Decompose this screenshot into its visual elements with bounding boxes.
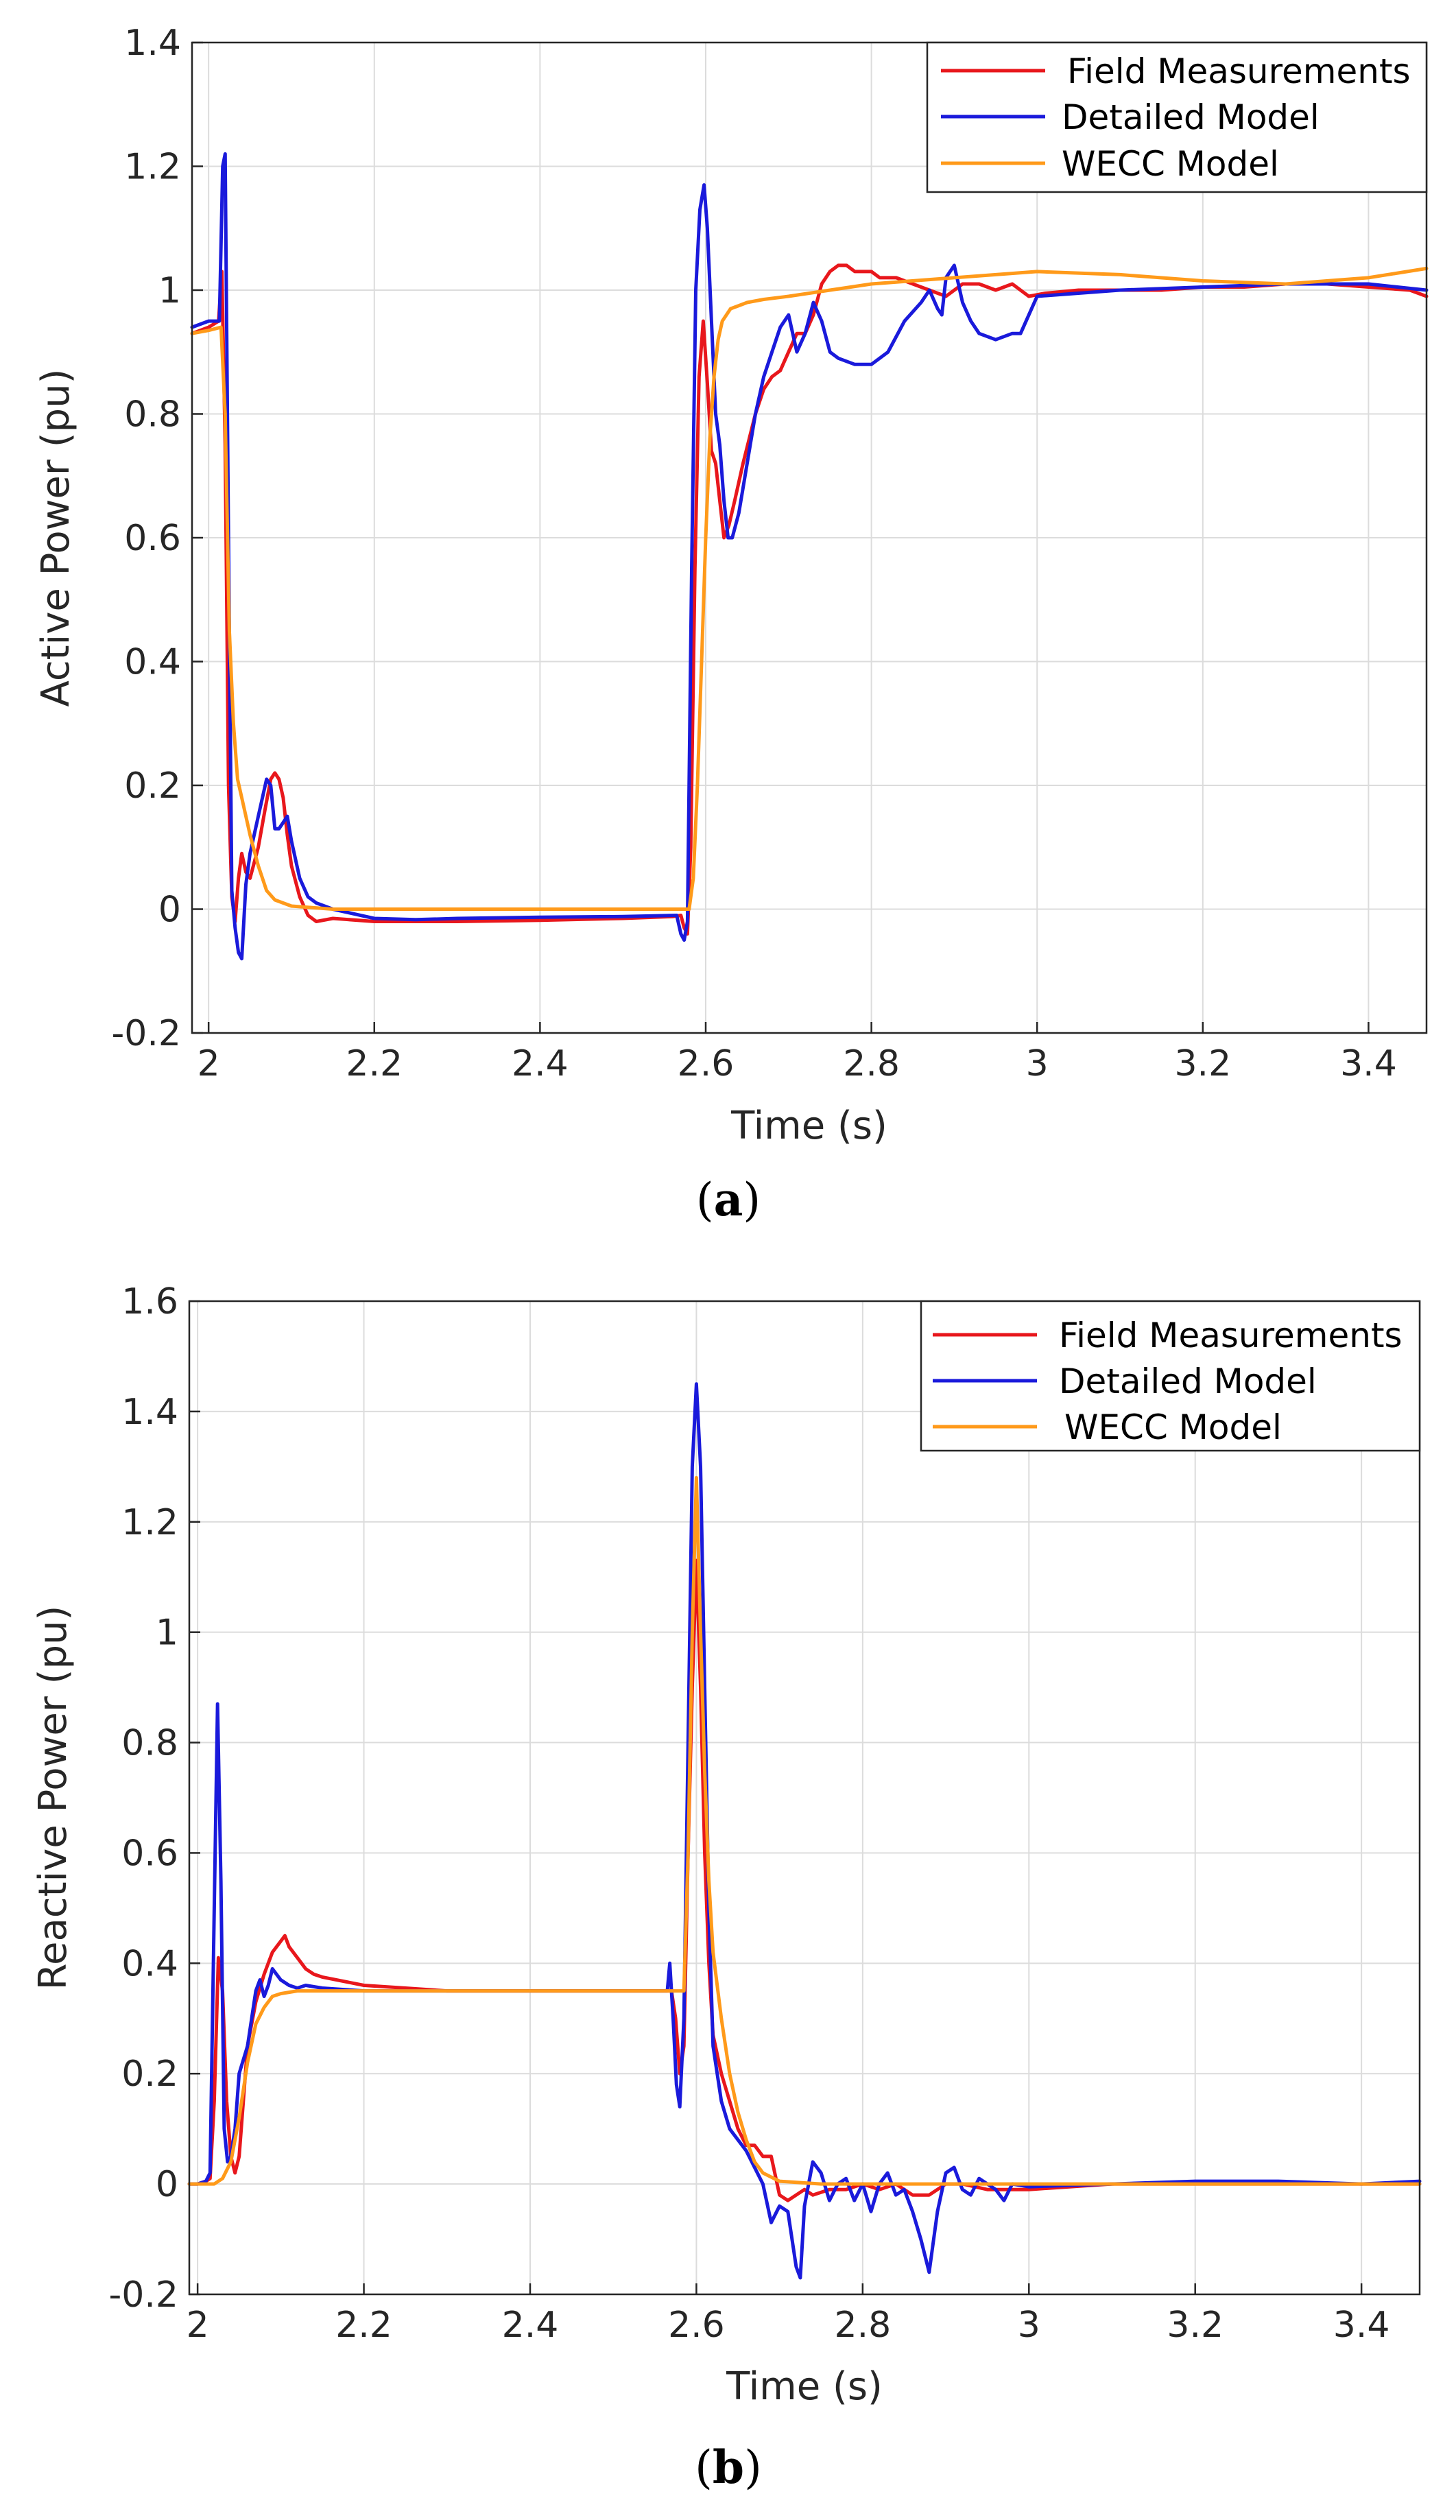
y-tick-label: 0.4	[124, 642, 181, 683]
y-tick-label: 1.2	[121, 1502, 178, 1543]
x-tick-label: 2.6	[668, 2305, 725, 2346]
legend-label-detailed: Detailed Model	[1062, 97, 1320, 137]
y-tick-label: 0.6	[121, 1833, 178, 1874]
y-tick-label: 0.4	[121, 1943, 178, 1984]
caption-close-paren: )	[743, 1174, 761, 1226]
y-tick-label: 0.2	[124, 765, 181, 807]
x-tick-label: 3.2	[1167, 2305, 1224, 2346]
x-tick-label: 2	[198, 1043, 220, 1084]
y-tick-labels: -0.2 0 0.2 0.4 0.6 0.8 1 1.2 1.4	[112, 23, 181, 1054]
y-tick-labels: -0.2 0 0.2 0.4 0.6 0.8 1 1.2 1.4 1.6	[109, 1281, 178, 2316]
y-tick-label: 0.2	[121, 2054, 178, 2095]
plot-background	[189, 1301, 1420, 2294]
legend-label-field: Field Measurements	[1059, 1316, 1403, 1355]
x-tick-label: 2.2	[346, 1043, 403, 1084]
series-line-wecc	[190, 266, 1429, 911]
y-axis-label: Active Power (pu)	[34, 369, 78, 707]
legend-label-field: Field Measurements	[1067, 51, 1411, 91]
gridlines	[192, 41, 1427, 1034]
y-tick-label: -0.2	[109, 2274, 178, 2316]
x-tick-label: 2.8	[843, 1043, 900, 1084]
y-tick-label: 1	[158, 270, 181, 311]
x-tick-label: 2.8	[834, 2305, 891, 2346]
chart-panel-a: 2 2.2 2.4 2.6 2.8 3 3.2 3.4 -0.2 0 0.2 0.4 0.6 0.8 1 1…	[34, 23, 1429, 1226]
y-axis-label: Reactive Power (pu)	[31, 1606, 75, 1990]
chart-panel-b: 2 2.2 2.4 2.6 2.8 3 3.2 3.4 -0.2 0 0.2 0.4 0.6 0.8 1 1…	[31, 1281, 1422, 2494]
x-tick-label: 3	[1018, 2305, 1040, 2346]
series-lines	[187, 1382, 1422, 2280]
legend-label-wecc: WECC Model	[1062, 144, 1279, 184]
plot-frame	[188, 1300, 1421, 2296]
legend: Field Measurements Detailed Model WECC M…	[920, 1300, 1421, 1452]
series-line-wecc	[187, 1475, 1422, 2186]
series-line-detailed	[187, 1382, 1422, 2280]
x-tick-label: 2.4	[502, 2305, 559, 2346]
legend-label-wecc: WECC Model	[1064, 1407, 1282, 1447]
y-tick-label: 1.2	[124, 147, 181, 188]
caption-close-paren: )	[744, 2441, 762, 2494]
caption-open-paren: (	[696, 1174, 714, 1226]
panel-caption-a: (a)	[696, 1173, 761, 1226]
y-tick-label: 1	[156, 1613, 178, 1654]
x-tick-label: 3.4	[1333, 2305, 1390, 2346]
x-tick-label: 3.2	[1174, 1043, 1231, 1084]
y-tick-label: 1.6	[121, 1281, 178, 1322]
x-tick-labels: 2 2.2 2.4 2.6 2.8 3 3.2 3.4	[198, 1043, 1397, 1084]
x-tick-label: 2	[187, 2305, 209, 2346]
x-tick-label: 2.2	[335, 2305, 392, 2346]
series-line-field	[190, 263, 1429, 936]
x-tick-label: 2.4	[512, 1043, 569, 1084]
y-tick-label: 0	[156, 2164, 178, 2205]
x-tick-labels: 2 2.2 2.4 2.6 2.8 3 3.2 3.4	[187, 2305, 1390, 2346]
x-tick-label: 3.4	[1340, 1043, 1397, 1084]
x-axis-label: Time (s)	[730, 1104, 887, 1148]
y-tick-label: 0.8	[121, 1723, 178, 1764]
y-tick-label: 0.6	[124, 518, 181, 559]
x-tick-label: 3	[1026, 1043, 1049, 1084]
x-axis-label: Time (s)	[726, 2364, 883, 2409]
y-tick-label: 0	[158, 890, 181, 931]
caption-open-paren: (	[695, 2441, 713, 2494]
y-tick-label: 0.8	[124, 394, 181, 436]
x-tick-label: 2.6	[678, 1043, 735, 1084]
caption-letter: b	[713, 2440, 744, 2494]
plot-frame	[191, 41, 1428, 1034]
caption-letter: a	[714, 1173, 743, 1226]
legend-label-detailed: Detailed Model	[1059, 1362, 1317, 1401]
panel-caption-b: (b)	[695, 2440, 762, 2494]
series-lines	[190, 152, 1429, 961]
legend: Field Measurements Detailed Model WECC M…	[926, 41, 1428, 193]
y-tick-label: 1.4	[124, 23, 181, 64]
y-tick-label: 1.4	[121, 1392, 178, 1433]
y-tick-label: -0.2	[112, 1013, 181, 1054]
